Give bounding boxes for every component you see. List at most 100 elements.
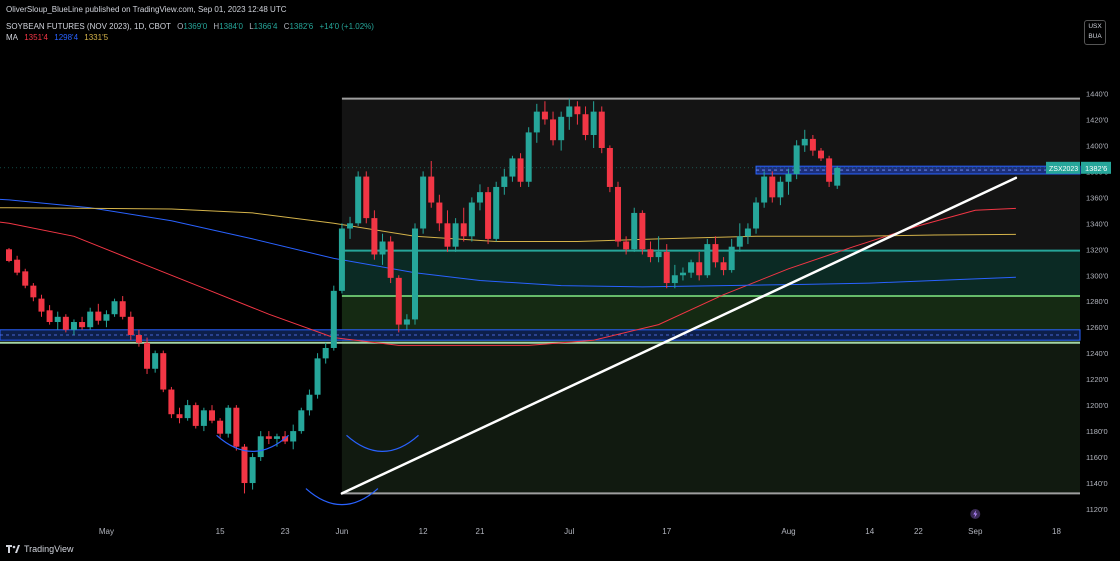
candle-3 — [30, 283, 37, 302]
candle-27 — [225, 405, 232, 438]
candle-41 — [338, 223, 345, 294]
candle-16 — [135, 329, 142, 347]
candle-67 — [550, 111, 557, 146]
candle-74 — [606, 145, 613, 193]
price-tick-label: 1220'0 — [1086, 375, 1108, 384]
candle-79 — [647, 241, 654, 263]
candle-body — [501, 176, 508, 187]
candle-body — [249, 457, 256, 484]
candle-96 — [785, 168, 792, 195]
price-change: +14'0 (+1.02%) — [319, 22, 374, 31]
candle-body — [468, 202, 475, 237]
candle-52 — [428, 160, 435, 208]
candle-body — [728, 246, 735, 271]
candle-38 — [314, 353, 321, 399]
candle-95 — [777, 176, 784, 206]
candle-21 — [176, 407, 183, 424]
candle-51 — [420, 171, 427, 234]
candle-93 — [761, 171, 768, 208]
candle-body — [30, 285, 37, 298]
candle-body — [200, 410, 207, 426]
candle-61 — [501, 168, 508, 195]
candle-body — [347, 223, 354, 229]
candle-body — [785, 173, 792, 182]
swing-arc-0 — [216, 434, 289, 452]
candle-50 — [412, 223, 418, 325]
candle-40 — [330, 285, 337, 351]
candle-86 — [704, 238, 711, 278]
candle-64 — [525, 127, 532, 187]
candle-body — [525, 132, 532, 182]
candle-48 — [395, 275, 402, 333]
currency-unit-button[interactable]: USX BUA — [1084, 20, 1106, 45]
symbol-title: SOYBEAN FUTURES (NOV 2023), 1D, CBOT — [6, 22, 171, 31]
candle-10 — [87, 307, 94, 330]
candle-body — [582, 114, 589, 136]
unit-line-2: BUA — [1088, 33, 1102, 40]
candle-6 — [54, 311, 61, 330]
price-tick-label: 1420'0 — [1086, 115, 1108, 124]
ma-value-1: 1351'4 — [24, 33, 49, 42]
candle-body — [314, 358, 321, 395]
ohlc-low-value: 1366'4 — [253, 22, 278, 31]
candle-body — [566, 106, 573, 117]
candle-90 — [736, 223, 743, 252]
grid-layer — [0, 97, 1080, 495]
moving-average-2 — [0, 207, 1016, 242]
candle-63 — [517, 153, 524, 187]
price-tick-label: 1440'0 — [1086, 89, 1108, 98]
time-tick-label: Jun — [335, 527, 348, 536]
candle-body — [54, 316, 61, 323]
candle-73 — [598, 106, 605, 154]
price-tick-label: 1400'0 — [1086, 141, 1108, 150]
candle-body — [736, 236, 743, 247]
price-tick-label: 1200'0 — [1086, 401, 1108, 410]
candle-body — [452, 223, 459, 247]
symbol-tag-label: ZSX2023 — [1049, 166, 1078, 173]
candle-body — [769, 176, 776, 198]
candle-body — [517, 158, 524, 182]
candle-12 — [103, 310, 110, 328]
price-tick-label: 1180'0 — [1086, 427, 1108, 436]
candle-body — [420, 176, 427, 229]
time-tick-label: May — [99, 527, 114, 536]
candle-43 — [355, 171, 362, 226]
candle-body — [70, 322, 77, 330]
candle-body — [14, 259, 21, 273]
candle-body — [46, 310, 53, 323]
candle-body — [103, 314, 110, 321]
candle-body — [119, 301, 126, 317]
candle-body — [355, 176, 362, 224]
candle-55 — [452, 218, 459, 252]
candle-11 — [95, 303, 102, 325]
candle-body — [298, 410, 305, 432]
candle-body — [265, 436, 272, 439]
candle-body — [761, 176, 768, 203]
candle-19 — [160, 350, 167, 393]
candle-body — [184, 405, 191, 419]
candle-body — [135, 334, 142, 343]
candle-35 — [290, 424, 297, 450]
candle-22 — [184, 399, 191, 421]
ma-value-2: 1298'4 — [54, 33, 79, 42]
candle-body — [127, 316, 134, 335]
candle-75 — [615, 181, 621, 247]
candle-100 — [818, 147, 824, 161]
candle-body — [476, 192, 483, 203]
candle-body — [144, 342, 151, 369]
candle-77 — [631, 207, 638, 252]
candle-42 — [347, 216, 354, 239]
candle-body — [801, 138, 808, 146]
candle-45 — [371, 210, 378, 260]
candle-99 — [809, 135, 816, 156]
candle-32 — [265, 431, 272, 445]
tradingview-logo: TradingView — [6, 544, 74, 554]
candle-body — [509, 158, 516, 177]
price-tick-label: 1160'0 — [1086, 453, 1108, 462]
candle-94 — [769, 171, 776, 203]
tradingview-brand: TradingView — [24, 544, 74, 554]
time-tick-label: 17 — [662, 527, 671, 536]
candle-1 — [14, 255, 21, 276]
price-tick-label: 1360'0 — [1086, 193, 1108, 202]
